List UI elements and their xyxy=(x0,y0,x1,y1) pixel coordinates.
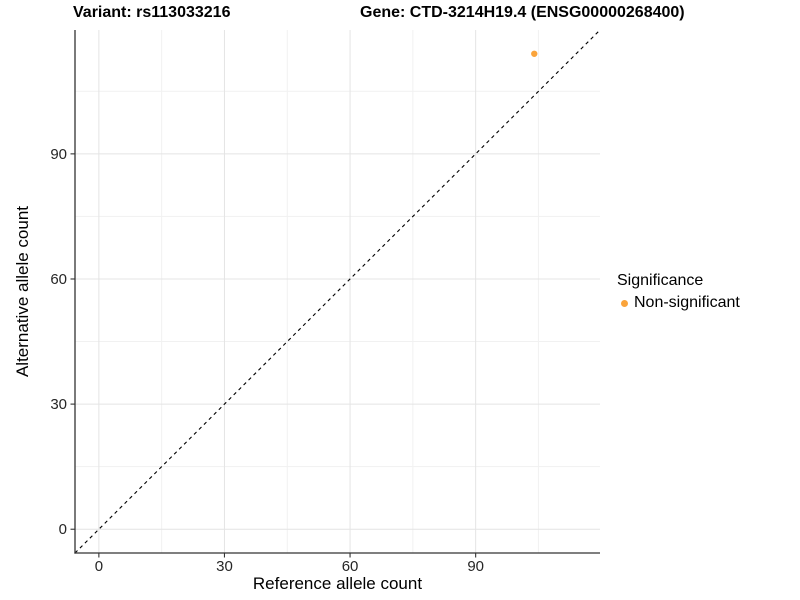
identity-line xyxy=(74,29,601,554)
x-tick-label: 0 xyxy=(95,558,103,575)
variant-title: Variant: rs113033216 xyxy=(73,4,231,21)
x-tick-label: 90 xyxy=(467,558,484,575)
gene-title: Gene: CTD-3214H19.4 (ENSG00000268400) xyxy=(360,4,685,21)
legend-item-label: Non-significant xyxy=(634,294,740,311)
x-axis-title: Reference allele count xyxy=(252,574,423,593)
legend-point-icon xyxy=(621,299,628,307)
legend-item-non-significant: Non-significant xyxy=(617,294,740,312)
legend: Significance Non-significant xyxy=(617,272,740,312)
legend-title: Significance xyxy=(617,272,704,289)
y-tick-label: 30 xyxy=(50,396,67,413)
y-tick-label: 0 xyxy=(59,521,67,538)
x-tick-label: 30 xyxy=(216,558,233,575)
y-axis-title: Alternative allele count xyxy=(13,205,32,378)
x-tick-label: 60 xyxy=(342,558,359,575)
data-point xyxy=(531,50,538,57)
y-tick-label: 60 xyxy=(50,271,67,288)
y-tick-label: 90 xyxy=(50,146,67,163)
